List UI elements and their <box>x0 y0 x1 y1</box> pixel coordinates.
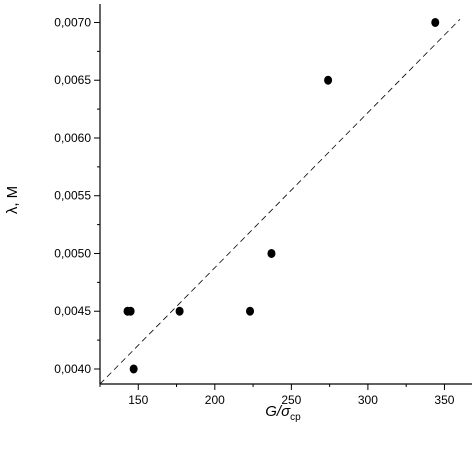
y-tick-label: 0,0060 <box>54 131 91 145</box>
y-tick-label: 0,0070 <box>54 15 91 29</box>
data-point <box>129 364 138 374</box>
y-axis-label: λ, М <box>4 186 21 214</box>
y-axis-ticks: 0,0040 0,0045 0,0050 0,0055 0,0060 0,0065 0,00… <box>54 15 100 376</box>
x-axis-label-main: G/σ <box>265 403 291 420</box>
data-points <box>123 17 440 374</box>
x-axis-label: G/σср <box>265 403 301 423</box>
data-point <box>431 17 440 27</box>
y-tick-label: 0,0045 <box>54 304 91 318</box>
x-tick-label: 200 <box>205 393 225 407</box>
y-tick-label: 0,0050 <box>54 246 91 260</box>
trendline-group <box>99 18 461 385</box>
data-point <box>126 306 135 316</box>
y-tick-label: 0,0040 <box>54 362 91 376</box>
x-tick-label: 300 <box>358 393 378 407</box>
x-axis-ticks: 150 200 250 300 350 <box>99 384 455 407</box>
x-tick-label: 350 <box>434 393 454 407</box>
y-tick-label: 0,0055 <box>54 189 91 203</box>
data-point <box>175 306 184 316</box>
x-tick-label: 250 <box>281 393 301 407</box>
y-tick-label: 0,0065 <box>54 73 91 87</box>
trendline <box>99 18 461 385</box>
x-axis-label-subscript: ср <box>290 412 301 423</box>
data-point <box>267 248 276 258</box>
data-point <box>246 306 255 316</box>
x-tick-label: 150 <box>128 393 148 407</box>
data-point <box>324 75 333 85</box>
axes <box>99 4 472 385</box>
